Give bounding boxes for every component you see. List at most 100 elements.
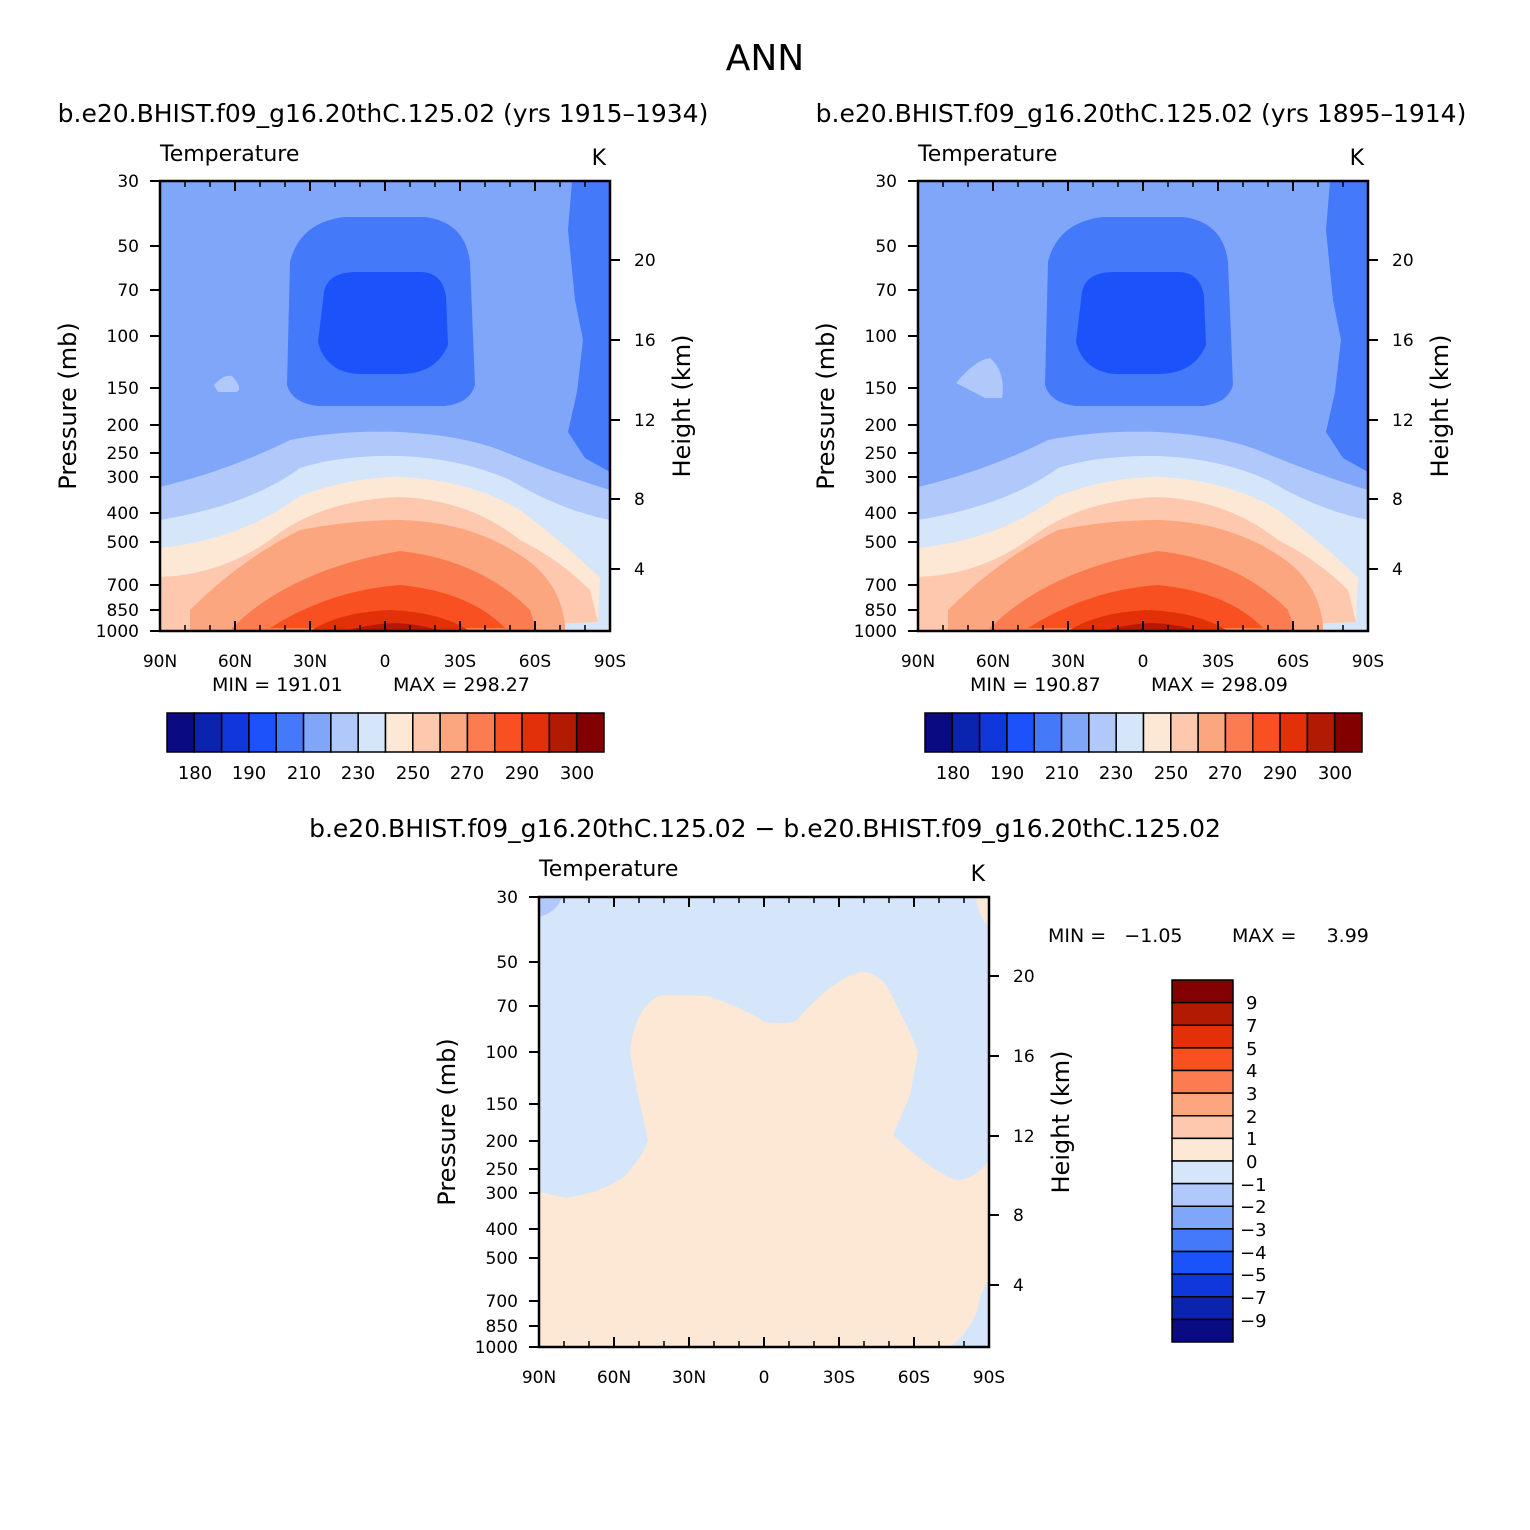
panel-diff-contour-field (539, 897, 989, 1347)
panel-diff-ticks (529, 896, 999, 1348)
panel-1-y2-axis-title: Height (km) (668, 335, 696, 478)
panel-diff-max-text: MAX = 3.99 (1232, 925, 1369, 947)
diff-title: b.e20.BHIST.f09_g16.20thC.125.02 − b.e20… (309, 814, 1221, 843)
x-tick-label: 0 (1138, 652, 1149, 672)
x-tick-label: 60N (597, 1368, 631, 1388)
x-tick-label: 60S (898, 1368, 930, 1388)
y-tick-label: 300 (865, 468, 897, 488)
y-tick-label: 500 (486, 1249, 518, 1269)
colorbar-label: −2 (1240, 1197, 1267, 1218)
contour-band-295-300 (1103, 623, 1198, 631)
y-tick-label: 200 (107, 416, 139, 436)
colorbar-box (1170, 712, 1199, 753)
colorbar-box (302, 712, 332, 753)
panel-2-variable-label: Temperature (917, 142, 1057, 167)
x-tick-label: 90N (522, 1368, 556, 1388)
colorbar-box (1171, 1024, 1234, 1049)
y-tick-label: 150 (486, 1095, 518, 1115)
x-tick-label: 30S (823, 1368, 855, 1388)
y-tick-label: 850 (107, 601, 139, 621)
panel-2-y-tick-labels: 30 50 70 100 150 200 250 300 400 500 700… (854, 172, 897, 642)
y2-tick-label: 4 (634, 560, 645, 580)
colorbar-box (1224, 712, 1254, 753)
colorbar-box (575, 712, 605, 753)
y-tick-label: 300 (486, 1184, 518, 1204)
panel-1-x-tick-labels: 90N 60N 30N 0 30S 60S 90S (143, 652, 626, 672)
y-tick-label: 50 (875, 237, 897, 257)
y-tick-label: 30 (117, 172, 139, 192)
colorbar-box (1142, 712, 1172, 753)
x-tick-label: 90N (143, 652, 177, 672)
y-tick-label: 300 (107, 468, 139, 488)
colorbar-label: 0 (1246, 1152, 1257, 1173)
panel-diff-min-text: MIN = −1.05 (1048, 925, 1183, 947)
y-tick-label: 500 (107, 533, 139, 553)
panel-2-min-text: MIN = 190.87 (970, 674, 1101, 696)
colorbar-box (330, 712, 359, 753)
contour-band-290-295 (1068, 610, 1228, 631)
colorbar-box (1060, 712, 1090, 753)
contour-band-220-230 (214, 375, 240, 392)
panel-diff-x-tick-labels: 90N 60N 30N 0 30S 60S 90S (522, 1368, 1005, 1388)
y2-tick-label: 4 (1392, 560, 1403, 580)
x-tick-label: 0 (759, 1368, 770, 1388)
y-tick-label: 50 (117, 237, 139, 257)
colorbar-box (1171, 1137, 1234, 1162)
colorbar-box (1171, 1318, 1234, 1343)
colorbar-label: −5 (1240, 1265, 1267, 1286)
x-tick-label: 60N (976, 652, 1010, 672)
colorbar-box (1279, 712, 1309, 753)
y-tick-label: 250 (107, 444, 139, 464)
x-tick-label: 30S (1202, 652, 1234, 672)
panel-diff-colorbar-labels: 9 7 5 4 3 2 1 0 −1 −2 −3 −4 −5 −7 −9 (1240, 993, 1267, 1332)
colorbar-box (384, 712, 414, 753)
contour-band-190-200 (1076, 272, 1206, 374)
y-tick-label: 850 (865, 601, 897, 621)
x-tick-label: 90S (1352, 652, 1384, 672)
y-tick-label: 50 (496, 953, 518, 973)
panel-1-y-tick-labels: 30 50 70 100 150 200 250 300 400 500 700… (96, 172, 139, 642)
y-tick-label: 1000 (475, 1338, 518, 1358)
colorbar-label: 190 (232, 763, 266, 784)
y-tick-label: 100 (107, 327, 139, 347)
y-tick-label: 30 (496, 888, 518, 908)
colorbar-box (166, 712, 196, 753)
x-tick-label: 90S (594, 652, 626, 672)
colorbar-label: 210 (287, 763, 321, 784)
colorbar-label: 270 (450, 763, 484, 784)
y-tick-label: 70 (875, 281, 897, 301)
panel-2-contour-field (918, 181, 1368, 631)
y-tick-label: 30 (875, 172, 897, 192)
colorbar-box (466, 712, 496, 753)
y2-tick-label: 12 (1392, 411, 1414, 431)
colorbar-box (1171, 1228, 1234, 1253)
y-tick-label: 100 (486, 1043, 518, 1063)
colorbar-label: −7 (1240, 1288, 1267, 1309)
colorbar-box (1171, 1047, 1234, 1072)
y2-tick-label: 8 (1392, 490, 1403, 510)
y-tick-label: 250 (486, 1160, 518, 1180)
y-tick-label: 150 (107, 379, 139, 399)
colorbar-box (248, 712, 277, 753)
y-tick-label: 400 (486, 1220, 518, 1240)
colorbar-box (1171, 1160, 1234, 1185)
colorbar-box (1252, 712, 1281, 753)
y-tick-label: 700 (107, 576, 139, 596)
colorbar-label: 180 (936, 763, 970, 784)
y-tick-label: 150 (865, 379, 897, 399)
figure-title: ANN (726, 38, 805, 79)
panel-diff-variable-label: Temperature (538, 857, 678, 882)
colorbar-box (924, 712, 954, 753)
x-tick-label: 90N (901, 652, 935, 672)
colorbar-label: 210 (1045, 763, 1079, 784)
colorbar-label: 180 (178, 763, 212, 784)
y-tick-label: 250 (865, 444, 897, 464)
panel-2-y-axis-title: Pressure (mb) (812, 322, 840, 489)
panel-2-subtitle: b.e20.BHIST.f09_g16.20thC.125.02 (yrs 18… (816, 99, 1467, 128)
x-tick-label: 30S (444, 652, 476, 672)
y-tick-label: 700 (865, 576, 897, 596)
x-tick-label: 60S (519, 652, 551, 672)
y-tick-label: 850 (486, 1317, 518, 1337)
colorbar-label: −4 (1240, 1243, 1267, 1264)
